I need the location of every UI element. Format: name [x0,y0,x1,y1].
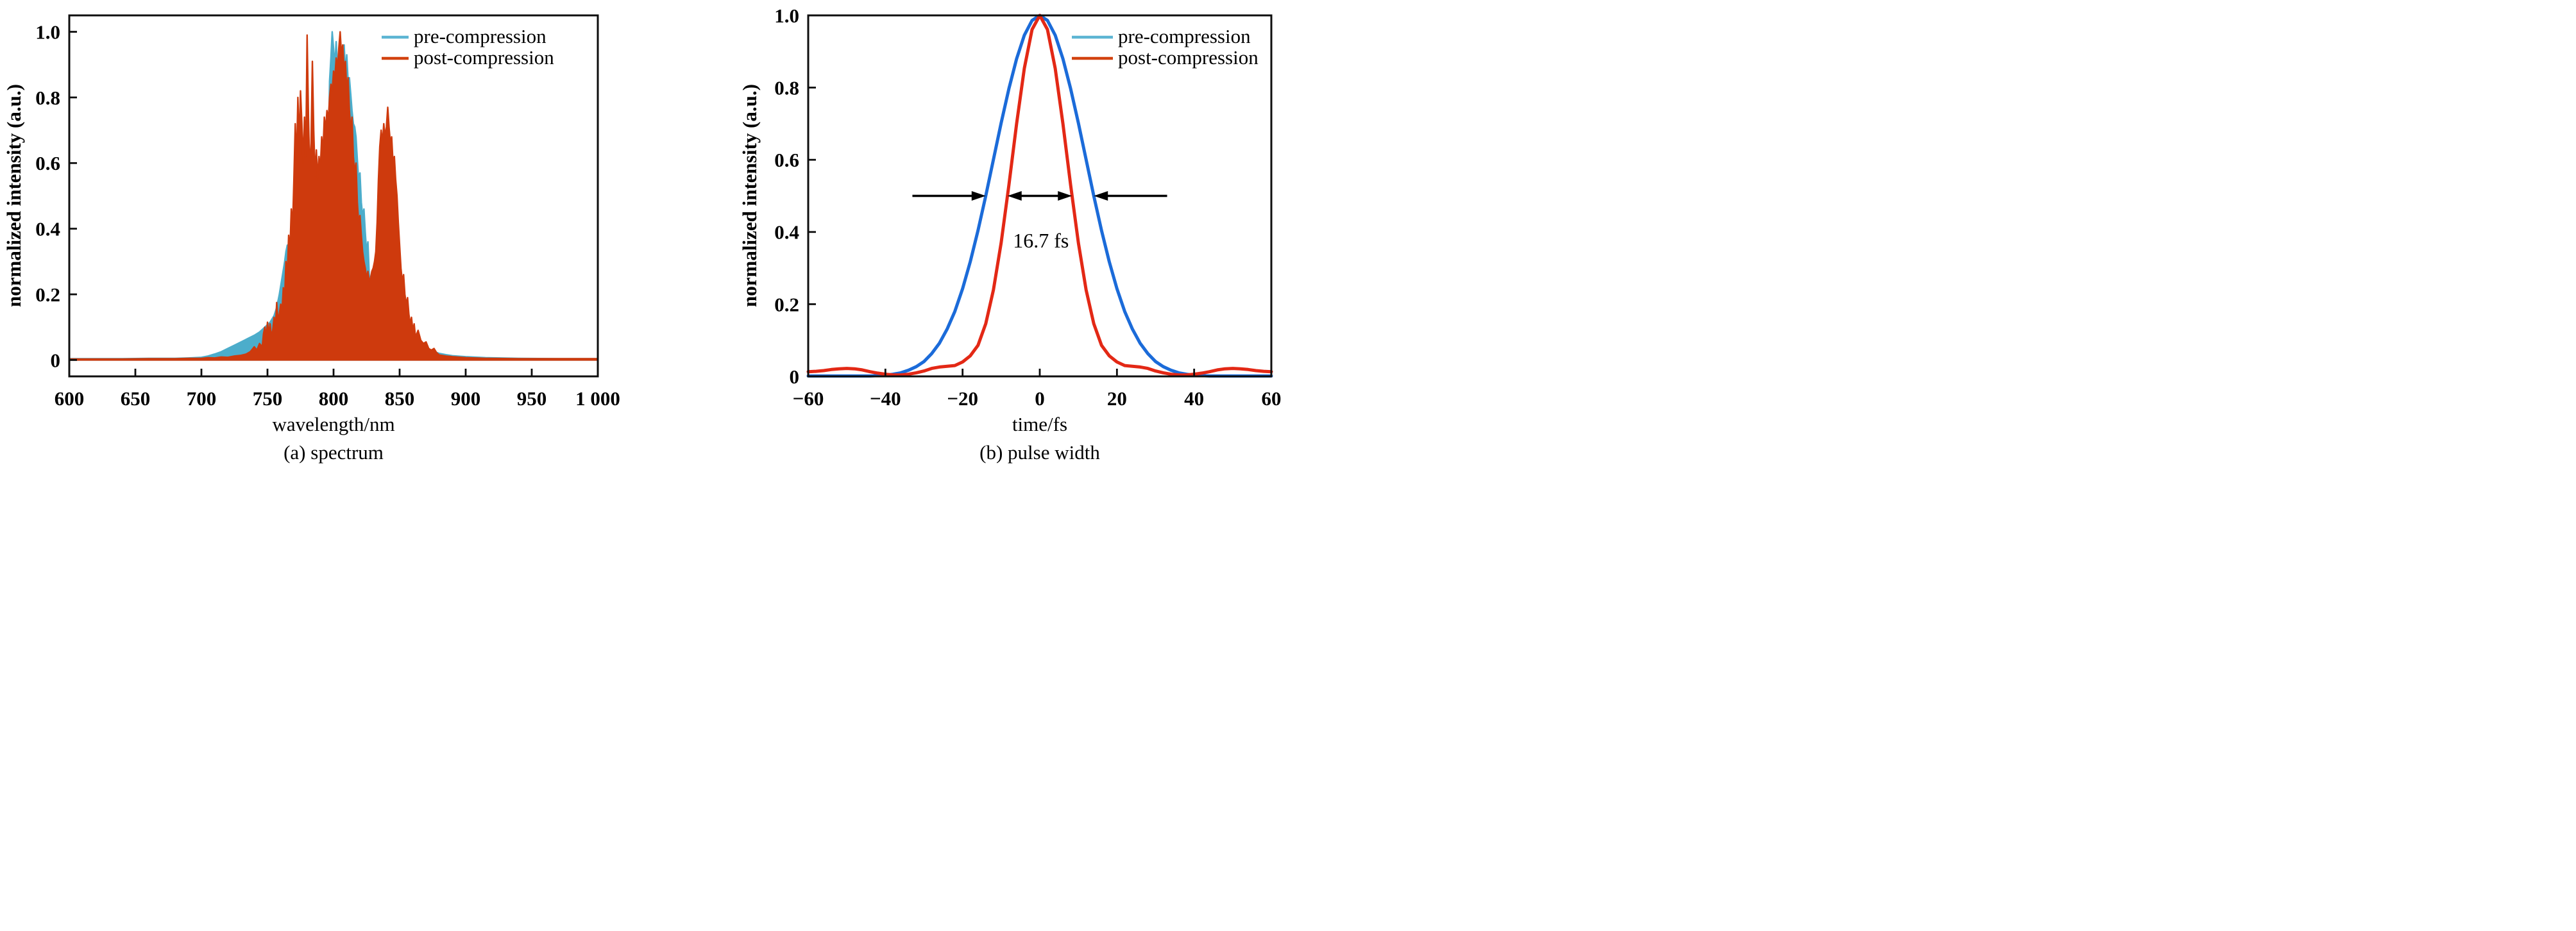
x-tick-label: 0 [1035,387,1045,410]
x-tick-label: 1 000 [575,387,620,410]
x-tick-label: 950 [517,387,547,410]
plot-frame [807,14,1273,378]
legend-label-0: pre-compression [1118,25,1251,47]
y-tick-label: 0 [51,349,61,371]
x-tick-label: 700 [187,387,217,410]
pulse-x-axis-label: time/fs [1012,413,1068,435]
x-tick-label: 40 [1184,387,1204,410]
y-tick-label: 0 [790,365,800,388]
spectrum-x-axis-label: wavelength/nm [272,413,395,435]
x-tick-label: −60 [793,387,824,410]
y-tick-label: 0.6 [35,152,60,174]
x-tick-label: −20 [947,387,978,410]
y-tick-label: 0.6 [774,149,799,171]
y-tick-label: 0.4 [774,221,799,244]
x-tick-label: −40 [870,387,901,410]
pulse-width-chart: −60 −40 −20 0 20 40 60 1.0 0.8 0.6 0.4 0.2 0 pre-comp… [774,4,1282,410]
legend-label-1: post-compression [1118,46,1258,69]
fwhm-value-label: 16.7 fs [1013,229,1069,252]
x-tick-label: 60 [1262,387,1282,410]
y-tick-label: 0.8 [35,87,60,109]
pulse-caption: (b) pulse width [979,441,1100,464]
y-tick-label: 1.0 [774,4,799,27]
panel-spectrum: 600 650 700 750 800 850 900 950 1 000 1.0 0.8 0.6 0.… [0,0,644,465]
y-tick-label: 0.2 [774,293,799,315]
x-tick-label: 800 [319,387,349,410]
panel-pulse-width: −60 −40 −20 0 20 40 60 1.0 0.8 0.6 0.4 0.2 0 pre-comp… [644,0,1288,465]
pulse-y-axis-label: normalized intensity (a.u.) [738,84,761,307]
x-tick-label: 750 [253,387,283,410]
x-tick-label: 600 [55,387,85,410]
arrowhead-icon [1007,191,1022,201]
plot-frame [68,14,599,378]
arrowhead-icon [971,191,986,201]
spectrum-y-axis-label: normalized intensity (a.u.) [3,84,25,307]
y-tick-label: 1.0 [35,21,60,43]
x-tick-label: 900 [451,387,481,410]
y-tick-label: 0.8 [774,76,799,99]
spectrum-chart: 600 650 700 750 800 850 900 950 1 000 1.0 0.8 0.6 0.… [35,14,620,410]
legend-label-0: pre-compression [414,25,547,47]
x-tick-label: 20 [1107,387,1127,410]
x-tick-label: 850 [385,387,415,410]
spectrum-caption: (a) spectrum [284,441,384,464]
x-tick-label: 650 [121,387,151,410]
y-tick-label: 0.2 [35,283,60,306]
figure: 600 650 700 750 800 850 900 950 1 000 1.0 0.8 0.6 0.… [0,0,1288,465]
y-tick-label: 0.4 [35,218,60,240]
legend-label-1: post-compression [414,46,554,69]
arrowhead-icon [1094,191,1108,201]
arrowhead-icon [1058,191,1072,201]
series-post-compression [68,31,599,361]
